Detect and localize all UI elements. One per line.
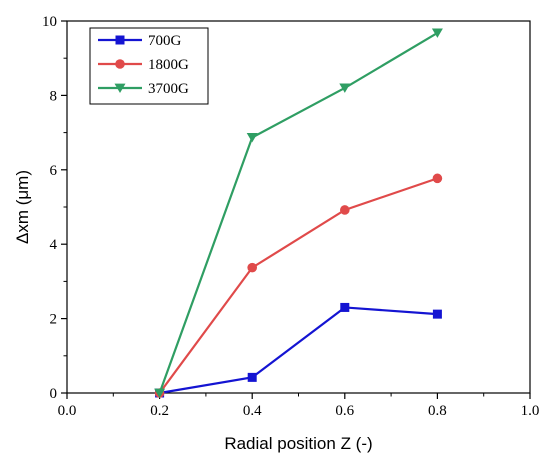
data-point-3700g <box>339 83 351 93</box>
data-point-3700g <box>154 388 166 398</box>
series-3700g <box>154 28 443 398</box>
series-line-1800g <box>158 177 438 394</box>
legend-item-1800g: 1800G <box>98 57 189 73</box>
series-group <box>154 28 443 398</box>
ticks: 0.0 0.2 0.4 0.6 0.8 1.0 0 2 4 6 8 10 <box>42 14 539 419</box>
x-tick-label: 0.4 <box>243 403 262 419</box>
legend-item-3700g: 3700G <box>98 81 189 97</box>
series-line-700g <box>159 306 438 395</box>
legend-label: 1800G <box>148 57 189 73</box>
data-point-3700g <box>431 28 443 38</box>
data-point-3700g <box>246 133 258 143</box>
y-tick-label: 4 <box>50 237 58 253</box>
y-tick-label: 0 <box>50 386 58 402</box>
y-tick-label: 2 <box>50 312 58 328</box>
legend: 700G 1800G 3700G <box>89 27 209 105</box>
x-tick-label: 0.6 <box>335 403 354 419</box>
legend-swatch-marker <box>115 59 125 69</box>
data-point-700g <box>432 309 442 319</box>
y-tick-label: 8 <box>50 88 58 104</box>
x-tick-label: 1.0 <box>521 403 540 419</box>
x-tick-label: 0.0 <box>58 403 77 419</box>
legend-label: 700G <box>148 33 182 49</box>
y-tick-label: 10 <box>42 14 57 30</box>
x-axis-label: Radial position Z (-) <box>224 434 372 453</box>
legend-swatch-marker <box>115 35 125 45</box>
y-tick-label: 6 <box>50 163 58 179</box>
legend-label: 3700G <box>148 81 189 97</box>
legend-swatch-marker <box>114 83 126 93</box>
legend-item-700g: 700G <box>98 33 182 49</box>
x-tick-label: 0.8 <box>428 403 447 419</box>
data-point-1800g <box>432 173 443 184</box>
data-point-700g <box>340 302 350 312</box>
data-point-1800g <box>247 262 257 273</box>
x-tick-label: 0.2 <box>150 403 169 419</box>
series-700g <box>155 302 442 398</box>
data-point-1800g <box>340 205 350 215</box>
data-point-700g <box>247 372 257 382</box>
y-axis-label: Δxm (μm) <box>13 170 32 244</box>
series-line-3700g <box>158 31 438 394</box>
